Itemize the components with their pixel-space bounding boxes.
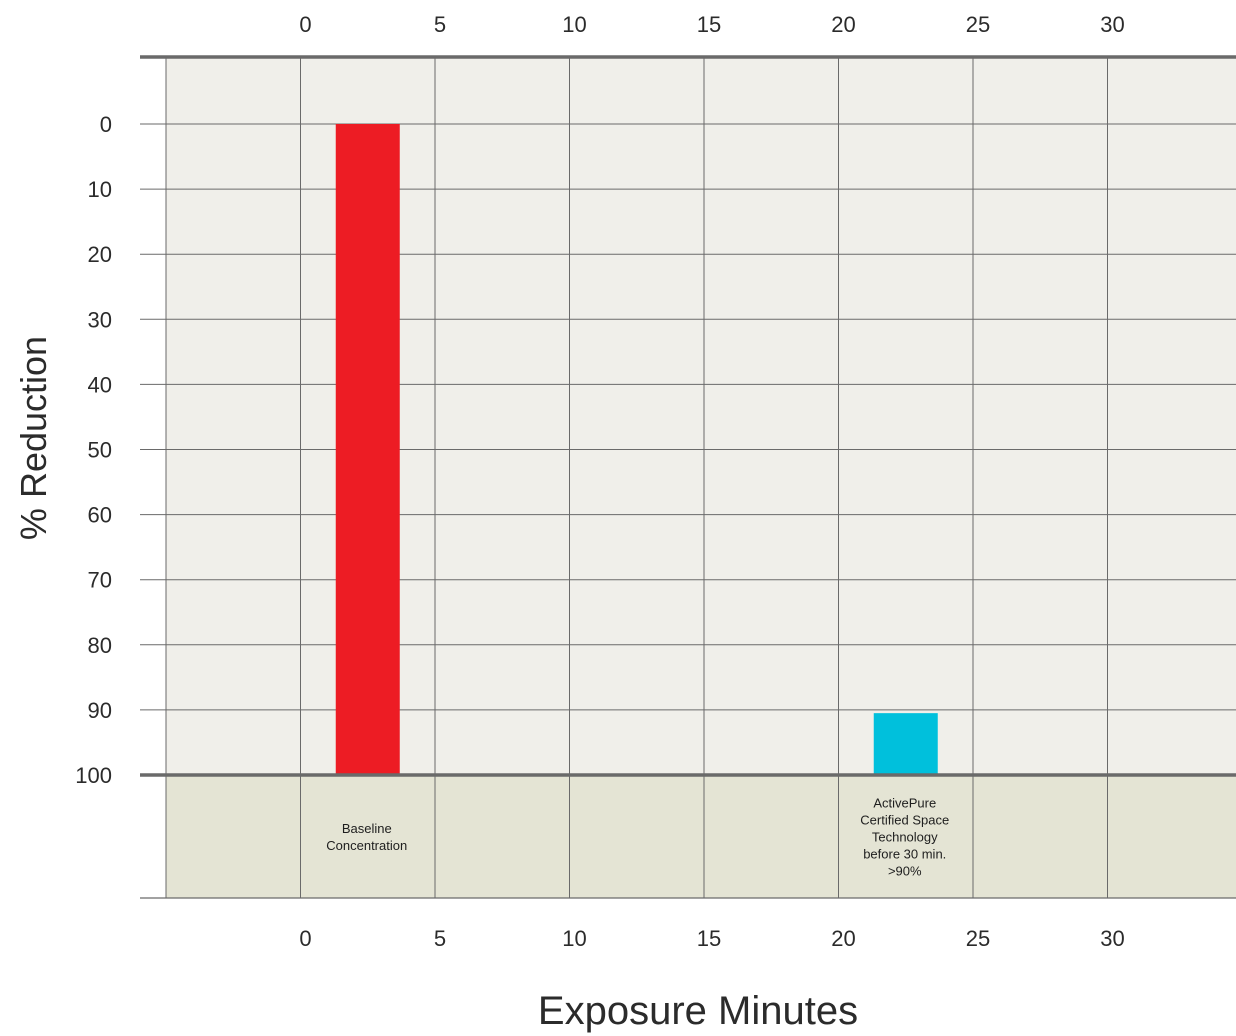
bar-category-label: Baseline Concentration [326, 821, 407, 853]
x-tick-label-top: 25 [966, 12, 990, 37]
bar-category-label-line: Baseline [342, 821, 392, 836]
bar [873, 713, 938, 775]
bar-category-label-line: Concentration [326, 838, 407, 853]
tick-labels: 0 0 5 5 10 10 15 15 20 20 25 25 30 30 0 10 20 30 40 50 60 70 8… [75, 12, 1124, 951]
bar-category-label-line: Technology [872, 830, 938, 845]
bars [335, 124, 938, 775]
bar-category-label-line: before 30 min. [863, 847, 946, 862]
category-labels: Baseline Concentration ActivePure Certified… [326, 796, 949, 879]
y-tick-label: 10 [88, 177, 112, 202]
x-tick-label-top: 20 [831, 12, 855, 37]
axis-frame [140, 55, 1236, 899]
x-tick-label-bottom: 10 [562, 926, 586, 951]
y-tick-label: 100 [75, 763, 112, 788]
x-axis-title: Exposure Minutes [538, 989, 858, 1033]
x-tick-label-bottom: 20 [831, 926, 855, 951]
y-tick-label: 40 [88, 372, 112, 397]
y-tick-label: 70 [88, 568, 112, 593]
x-tick-label-bottom: 30 [1100, 926, 1124, 951]
bar [335, 124, 400, 775]
x-tick-label-bottom: 15 [697, 926, 721, 951]
y-tick-label: 80 [88, 633, 112, 658]
x-tick-label-top: 5 [434, 12, 446, 37]
y-tick-label: 90 [88, 698, 112, 723]
y-tick-label: 20 [88, 242, 112, 267]
x-tick-label-top: 15 [697, 12, 721, 37]
x-tick-label-top: 30 [1100, 12, 1124, 37]
y-tick-label: 60 [88, 503, 112, 528]
bar-category-label-line: ActivePure [873, 796, 936, 811]
x-tick-label-top: 10 [562, 12, 586, 37]
y-tick-label: 0 [100, 112, 112, 137]
y-tick-label: 30 [88, 307, 112, 332]
x-tick-label-bottom: 0 [299, 926, 311, 951]
bar-category-label-line: >90% [888, 864, 922, 879]
x-tick-label-top: 0 [299, 12, 311, 37]
bar-category-label: ActivePure Certified Space Technology befor… [860, 796, 949, 879]
x-tick-label-bottom: 5 [434, 926, 446, 951]
x-tick-label-bottom: 25 [966, 926, 990, 951]
bar-category-label-line: Certified Space [860, 813, 949, 828]
grid [140, 57, 1236, 898]
y-tick-label: 50 [88, 438, 112, 463]
plot-background [166, 57, 1236, 775]
y-axis-title: % Reduction [13, 336, 54, 540]
label-band-background [166, 775, 1236, 898]
